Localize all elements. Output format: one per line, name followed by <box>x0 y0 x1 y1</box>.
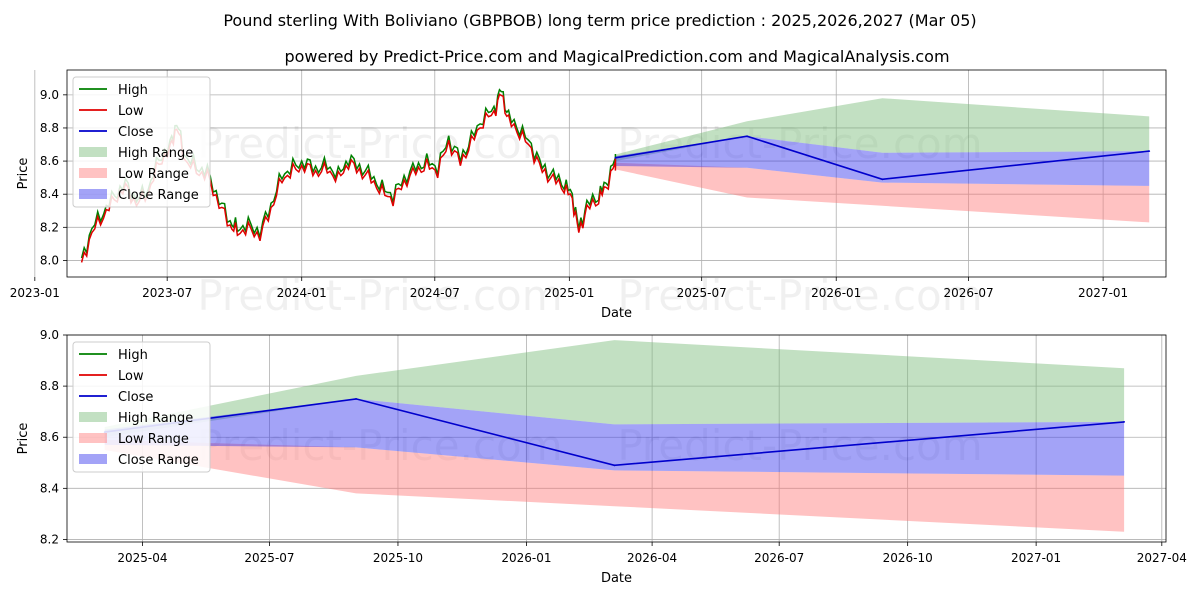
y-tick-label: 8.2 <box>40 220 59 234</box>
legend-item-label: Low Range <box>118 432 189 447</box>
legend-patch-swatch <box>79 189 107 199</box>
x-axis-label: Date <box>601 306 632 321</box>
y-tick-label: 8.4 <box>40 481 59 495</box>
plot-frame <box>66 69 1167 278</box>
watermark-text: Predict-Price.com <box>197 119 562 168</box>
high-range-band <box>104 340 1125 438</box>
legend-patch-swatch <box>79 454 107 464</box>
top-panel: 2023-01 2023-07 2024-01 2024-07 2025-01 2025-… <box>10 69 1167 321</box>
watermark-text: Predict-Price.com <box>617 421 982 470</box>
x-tick-label: 2026-07 <box>944 286 994 300</box>
close-range-band <box>615 136 1150 186</box>
y-tick-label: 8.8 <box>40 379 59 393</box>
legend-item-label: Low Range <box>118 167 189 182</box>
x-tick-label: 2025-07 <box>244 551 294 565</box>
legend-item-label: Low <box>118 104 144 119</box>
close-forecast-point <box>1148 150 1151 153</box>
low-range-band <box>615 162 1150 223</box>
x-tick-label: 2024-07 <box>410 286 460 300</box>
close-forecast-point <box>881 178 884 181</box>
x-tick-label: 2024-01 <box>277 286 327 300</box>
legend-box <box>72 341 211 473</box>
legend: High Low Close High Range Low Range Close Ran… <box>72 76 211 208</box>
watermark-text: Predict-Price.com <box>197 271 562 320</box>
close-forecast-point <box>613 464 616 467</box>
y-tick-label: 8.8 <box>40 121 59 135</box>
y-tick-label: 8.2 <box>40 532 59 546</box>
y-tick-label: 8.0 <box>40 253 59 267</box>
legend-item-label: Close <box>118 390 153 405</box>
low-range-band <box>104 439 1125 532</box>
close-forecast-point <box>1123 420 1126 423</box>
y-axis-label: Price <box>16 158 31 190</box>
y-tick-label: 9.0 <box>40 88 59 102</box>
y-tick-label: 8.6 <box>40 430 59 444</box>
legend-item-label: High Range <box>118 411 193 426</box>
y-tick-label: 8.4 <box>40 187 59 201</box>
watermark-text: Predict-Price.com <box>197 421 562 470</box>
watermark-text: Predict-Price.com <box>617 271 982 320</box>
x-tick-label: 2027-04 <box>1137 551 1187 565</box>
x-tick-label: 2025-04 <box>117 551 167 565</box>
y-axis-label: Price <box>16 423 31 455</box>
x-tick-label: 2026-07 <box>754 551 804 565</box>
legend-patch-swatch <box>79 147 107 157</box>
high-range-band <box>615 98 1150 162</box>
x-tick-label: 2027-01 <box>1078 286 1128 300</box>
x-tick-label: 2026-10 <box>883 551 933 565</box>
legend: High Low Close High Range Low Range Close Ran… <box>72 341 211 473</box>
legend-item-label: Close Range <box>118 188 199 203</box>
x-tick-label: 2026-01 <box>501 551 551 565</box>
y-tick-label: 8.6 <box>40 154 59 168</box>
legend-box <box>72 76 211 208</box>
legend-patch-swatch <box>79 168 107 178</box>
legend-item-label: Low <box>118 369 144 384</box>
x-axis-label: Date <box>601 571 632 586</box>
chart-title: Pound sterling With Boliviano (GBPBOB) l… <box>223 11 976 30</box>
x-tick-label: 2025-01 <box>544 286 594 300</box>
x-tick-label: 2023-07 <box>142 286 192 300</box>
close-forecast-point <box>614 156 617 159</box>
close-forecast-line <box>615 135 1150 181</box>
watermark-text: Predict-Price.com <box>617 119 982 168</box>
x-tick-label: 2026-01 <box>811 286 861 300</box>
close-forecast-point <box>355 397 357 400</box>
legend-item-label: High <box>118 348 148 363</box>
close-forecast-point <box>746 135 748 138</box>
x-tick-label: 2026-04 <box>627 551 677 565</box>
x-tick-label: 2027-01 <box>1011 551 1061 565</box>
y-tick-label: 9.0 <box>40 328 59 342</box>
legend-item-label: High <box>118 83 148 98</box>
x-tick-label: 2025-10 <box>373 551 423 565</box>
chart-subtitle: powered by Predict-Price.com and Magical… <box>284 47 949 66</box>
close-range-band <box>104 398 1125 476</box>
legend-item-label: Close <box>118 125 153 140</box>
legend-patch-swatch <box>79 433 107 443</box>
plot-frame <box>66 334 1167 543</box>
close-forecast-line <box>104 398 1125 467</box>
legend-item-label: Close Range <box>118 453 199 468</box>
legend-patch-swatch <box>79 412 107 422</box>
x-tick-label: 2025-07 <box>677 286 727 300</box>
bottom-panel: 2025-04 2025-07 2025-10 2026-01 2026-04 2026-… <box>16 328 1187 586</box>
x-tick-label: 2023-01 <box>10 286 60 300</box>
legend-item-label: High Range <box>118 146 193 161</box>
